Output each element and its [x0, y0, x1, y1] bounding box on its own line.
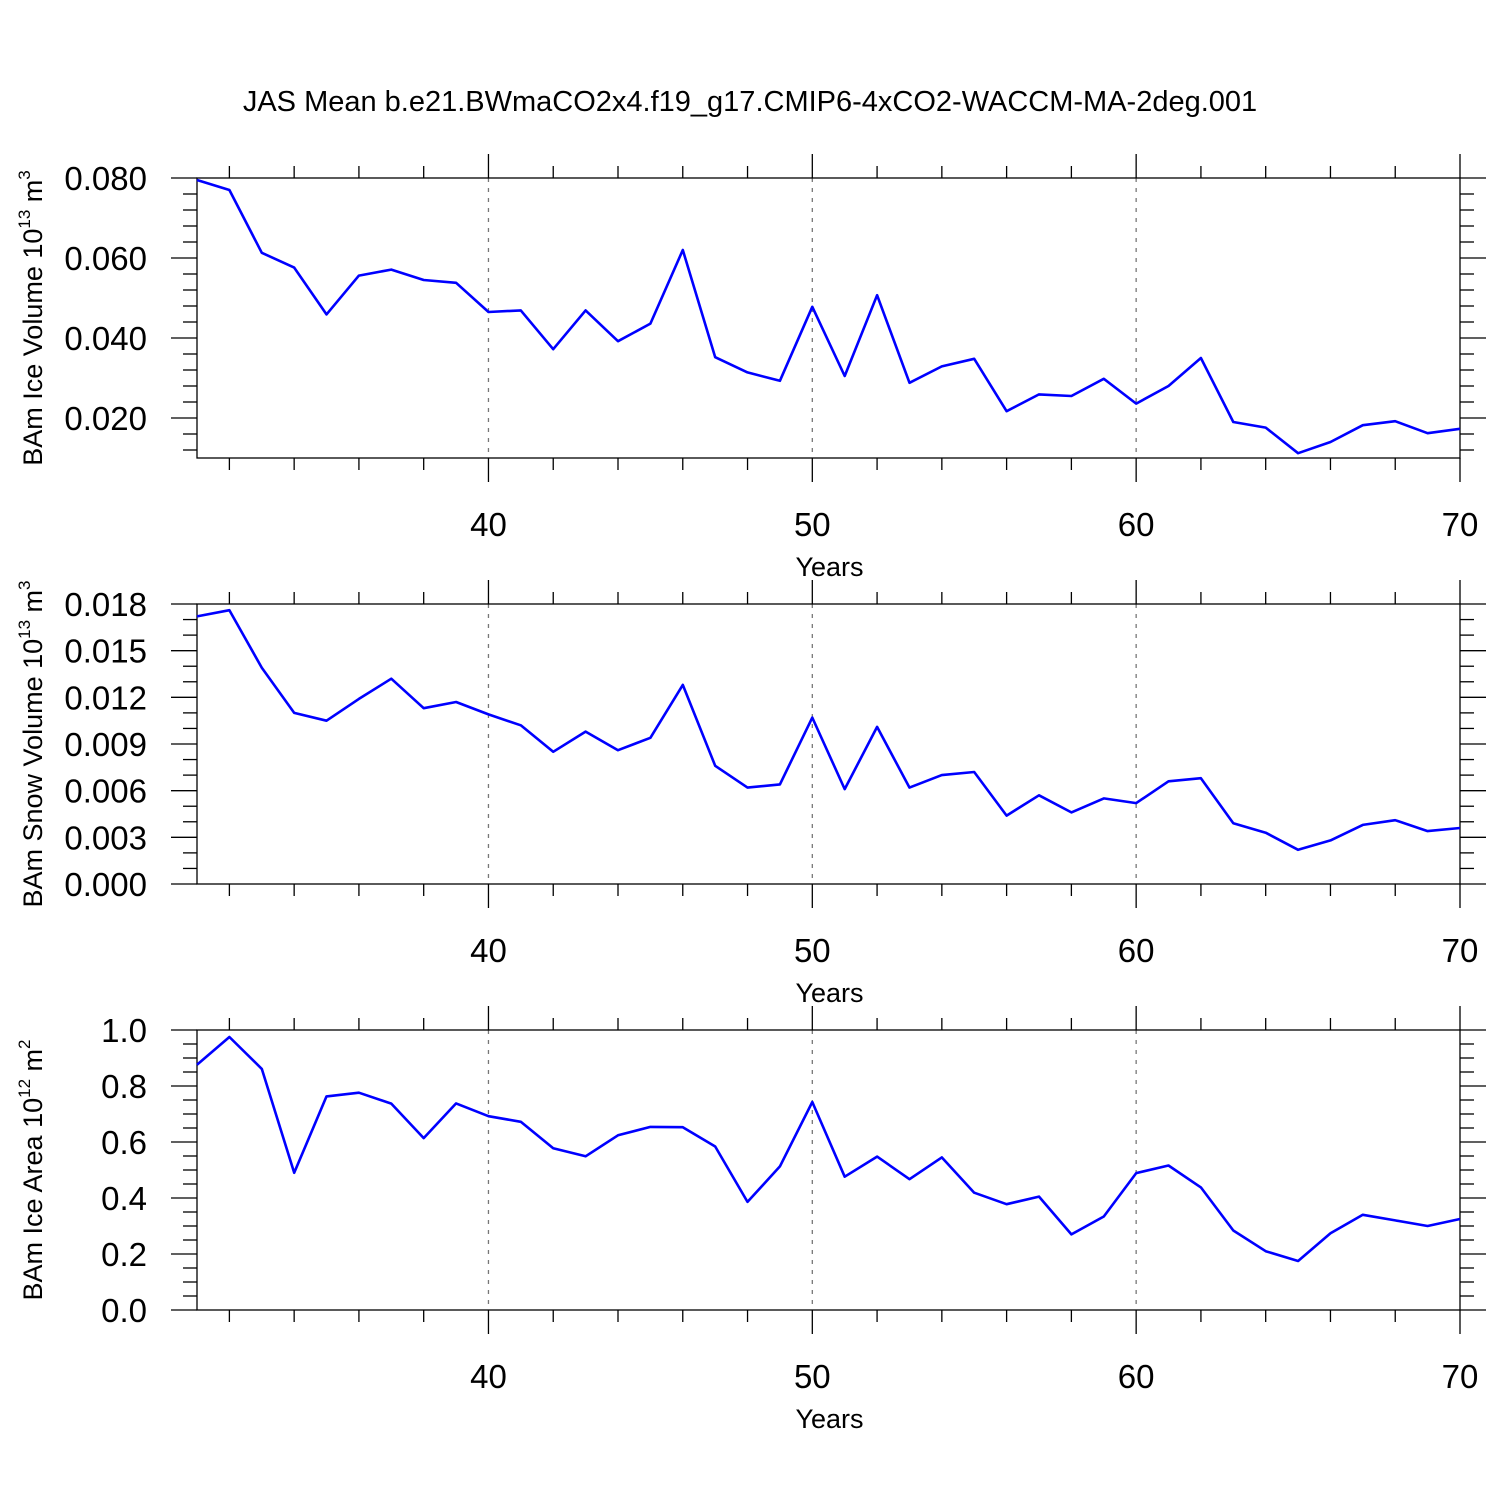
y-tick-label: 0.015	[64, 633, 147, 670]
y-tick-label: 0.012	[64, 679, 147, 716]
y-tick-label: 0.040	[64, 320, 147, 357]
chart-panel-ice-volume: 40 50 60 70 0.020 0.040 0.060 0.080 Years BAm Ice…	[15, 154, 1486, 582]
x-tick-label: 60	[1118, 932, 1155, 969]
x-tick-label: 60	[1118, 506, 1155, 543]
y-tick-label: 0.2	[101, 1236, 147, 1273]
plot-frame	[196, 177, 1461, 459]
x-tick-label: 40	[470, 1358, 507, 1395]
x-tick-label: 40	[470, 932, 507, 969]
y-tick-label: 0.080	[64, 160, 147, 197]
series-line-snow-volume	[196, 608, 1461, 852]
y-axis-title: BAm Ice Volume 1013 m3	[15, 170, 48, 466]
x-tick-label: 70	[1442, 1358, 1479, 1395]
x-tick-label: 50	[794, 506, 831, 543]
chart-panel-snow-volume: 40 50 60 70 0.000 0.003 0.006 0.009 0.012 0.015 0.…	[15, 580, 1486, 1008]
x-tick-label: 50	[794, 932, 831, 969]
y-tick-label: 0.018	[64, 586, 147, 623]
y-tick-label: 0.009	[64, 726, 147, 763]
x-tick-label: 50	[794, 1358, 831, 1395]
chart-panel-ice-area: 40 50 60 70 0.0 0.2 0.4 0.6 0.8 1.0 Years BAm Ice A…	[15, 1006, 1486, 1434]
plot-frame	[196, 1029, 1461, 1311]
series-line-ice-area	[196, 1035, 1461, 1263]
plot-frame	[196, 603, 1461, 885]
x-axis-title: Years	[795, 978, 863, 1008]
y-axis-title: BAm Ice Area 1012 m2	[15, 1040, 48, 1301]
y-tick-label: 0.6	[101, 1124, 147, 1161]
x-axis-title: Years	[795, 1404, 863, 1434]
y-axis-title: BAm Snow Volume 1013 m3	[15, 580, 48, 907]
x-axis-title: Years	[795, 552, 863, 582]
x-tick-label: 40	[470, 506, 507, 543]
figure-title: JAS Mean b.e21.BWmaCO2x4.f19_g17.CMIP6-4…	[242, 86, 1258, 118]
y-tick-label: 0.003	[64, 819, 147, 856]
y-tick-label: 0.000	[64, 866, 147, 903]
x-tick-label: 60	[1118, 1358, 1155, 1395]
y-tick-label: 1.0	[101, 1012, 147, 1049]
y-tick-label: 0.4	[101, 1180, 147, 1217]
series-line-ice-volume	[196, 178, 1461, 455]
y-tick-label: 0.8	[101, 1068, 147, 1105]
x-tick-label: 70	[1442, 932, 1479, 969]
y-tick-label: 0.0	[101, 1292, 147, 1329]
x-tick-label: 70	[1442, 506, 1479, 543]
y-tick-label: 0.006	[64, 773, 147, 810]
y-tick-label: 0.020	[64, 400, 147, 437]
y-tick-label: 0.060	[64, 240, 147, 277]
